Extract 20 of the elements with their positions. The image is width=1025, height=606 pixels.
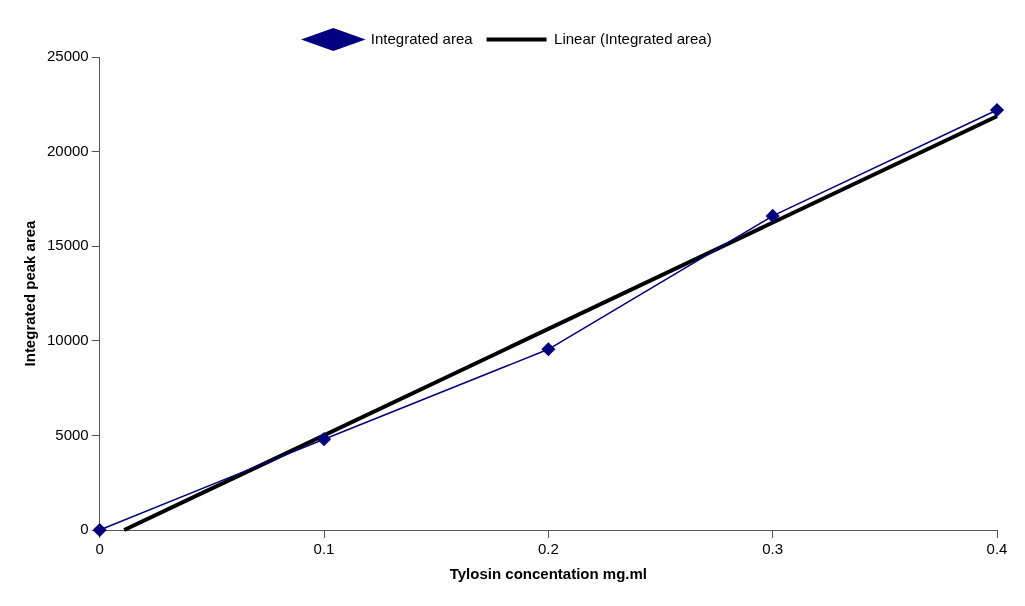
point: [765, 209, 780, 223]
x-tick-label: 0.3: [762, 540, 784, 558]
point: [541, 342, 556, 357]
point: [990, 103, 1004, 117]
y-axis-title: Integrated peak area: [21, 219, 39, 367]
x-tick-label: 0.1: [313, 540, 335, 558]
y-tick-label: 5000: [55, 425, 89, 443]
y-tick-label: 15000: [46, 236, 89, 254]
x-tick-label: 0.4: [986, 540, 1008, 558]
y-tick-label: 0: [80, 520, 89, 538]
y-tick-label: 10000: [46, 330, 89, 348]
x-tick-label: 0.2: [537, 540, 559, 558]
legend-label: Linear (Integrated area): [554, 29, 712, 47]
point: [92, 523, 107, 537]
y-tick-label: 20000: [46, 141, 89, 159]
x-axis-title: Tylosin concentation mg.ml: [449, 565, 647, 583]
x-tick-label: 0: [95, 540, 104, 558]
y-tick-label: 25000: [46, 47, 89, 65]
legend-label: Integrated area: [370, 29, 474, 47]
point: [317, 432, 331, 446]
